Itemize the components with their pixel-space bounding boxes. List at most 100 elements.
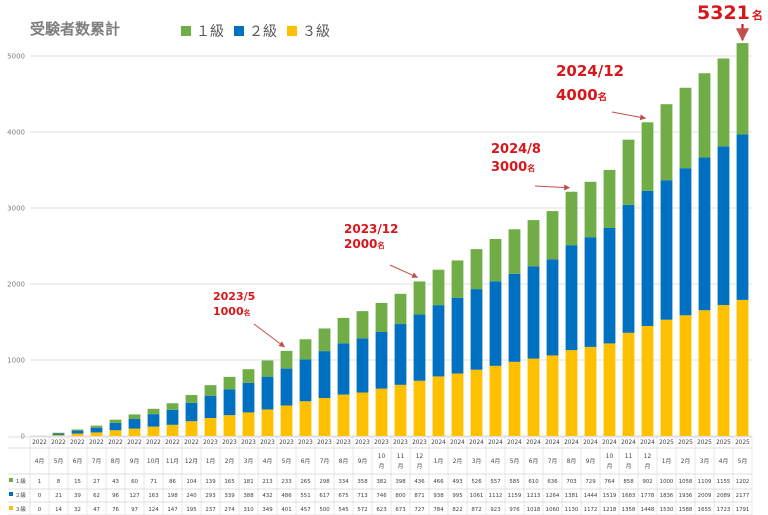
table-cell: 1159 (508, 493, 522, 499)
bar-grade3 (394, 384, 407, 436)
table-cell: 1655 (698, 507, 712, 513)
chart-title: 受験者数累計 (30, 20, 120, 38)
bar-grade1 (147, 408, 160, 415)
table-cell: 237 (205, 507, 215, 513)
bar-grade2 (451, 297, 464, 374)
year-label: 2023 (203, 440, 218, 446)
bar-grade3 (242, 412, 255, 436)
bar-grade3 (565, 350, 578, 436)
bar-grade3 (318, 398, 331, 436)
month-label: 8月 (567, 458, 577, 465)
bar-grade2 (90, 427, 103, 433)
bar-grade2 (223, 389, 236, 416)
table-cell: 551 (300, 493, 310, 499)
bar-grade2 (565, 245, 578, 351)
annotation-arrow (253, 323, 285, 348)
table-cell: 902 (642, 479, 652, 485)
y-tick-label: 4000 (7, 129, 25, 137)
y-tick-label: 3000 (7, 205, 25, 213)
bar-grade1 (641, 122, 654, 191)
month-label: 5月 (54, 458, 64, 465)
bar-grade3 (166, 424, 179, 436)
year-label: 2023 (336, 440, 351, 446)
legend-swatch-grade1 (181, 26, 191, 36)
bar-grade2 (299, 359, 312, 402)
year-label: 2022 (108, 440, 123, 446)
table-cell: 47 (93, 507, 100, 513)
table-cell: 1588 (679, 507, 693, 513)
month-label: 12 (644, 454, 652, 460)
month-label: 4月 (263, 458, 273, 465)
month-label: 10 (378, 454, 386, 460)
year-label: 2023 (317, 440, 332, 446)
annotation-unit: 名 (598, 91, 607, 103)
bar-grade1 (375, 302, 388, 332)
bar-grade2 (356, 338, 369, 393)
table-cell: 623 (376, 507, 386, 513)
month-label: 7月 (320, 458, 330, 465)
table-cell: 1000 (660, 479, 674, 485)
annotation-count: 3000名 (491, 160, 535, 175)
annotation-date: 2023/5 (213, 290, 255, 303)
bar-grade3 (489, 365, 502, 436)
year-label: 2023 (241, 440, 256, 446)
bar-grade3 (432, 376, 445, 436)
month-label: 5月 (510, 458, 520, 465)
table-cell: 15 (74, 479, 81, 485)
bar-grade2 (622, 204, 635, 333)
table-cell: 1519 (603, 493, 617, 499)
bar-grade1 (736, 43, 749, 135)
bar-grade3 (147, 426, 160, 436)
bar-grade2 (52, 433, 65, 435)
table-cell: 265 (300, 479, 310, 485)
bar-grade1 (584, 181, 597, 238)
bar-grade1 (128, 414, 141, 419)
table-cell: 938 (433, 493, 444, 499)
bar-grade3 (508, 361, 521, 436)
month-label: 1月 (434, 458, 444, 465)
month-label: 6月 (301, 458, 311, 465)
table-cell: 872 (471, 507, 481, 513)
table-cell: 388 (243, 493, 254, 499)
bar-grade1 (223, 376, 236, 390)
table-cell: 14 (55, 507, 62, 513)
table-cell: 1112 (489, 493, 503, 499)
table-cell: 800 (395, 493, 406, 499)
bar-grade2 (679, 168, 692, 316)
table-cell: 746 (376, 493, 387, 499)
table-cell: 976 (509, 507, 520, 513)
month-label: 10 (606, 454, 614, 460)
table-cell: 39 (74, 493, 81, 499)
bar-grade3 (679, 315, 692, 436)
month-label: 2月 (225, 458, 235, 465)
bar-grade1 (394, 293, 407, 325)
annotation-count: 1000名 (213, 305, 250, 318)
year-label: 2022 (127, 440, 142, 446)
annotation-unit: 名 (244, 308, 251, 317)
table-cell: 0 (38, 507, 42, 513)
month-label: 9月 (586, 458, 596, 465)
table-cell: 349 (262, 507, 273, 513)
bar-grade2 (185, 402, 198, 422)
bar-grade2 (584, 237, 597, 347)
bar-grade2 (261, 376, 274, 410)
month-label: 1月 (662, 458, 672, 465)
legend-swatch-grade3 (287, 26, 297, 36)
bar-grade3 (660, 319, 673, 436)
table-row-swatch (9, 478, 13, 482)
y-tick-label: 5000 (7, 53, 25, 61)
table-cell: 727 (414, 507, 424, 513)
table-cell: 545 (338, 507, 348, 513)
bar-grade2 (318, 351, 331, 398)
bar-grade1 (337, 317, 350, 344)
year-label: 2022 (51, 440, 66, 446)
bar-grade1 (717, 58, 730, 147)
annotation-unit: 名 (527, 163, 535, 173)
bar-grade3 (375, 388, 388, 436)
table-cell: 195 (186, 507, 196, 513)
table-cell: 147 (167, 507, 177, 513)
month-label-suffix: 月 (417, 463, 423, 470)
table-cell: 165 (224, 479, 234, 485)
bar-grade1 (299, 339, 312, 360)
